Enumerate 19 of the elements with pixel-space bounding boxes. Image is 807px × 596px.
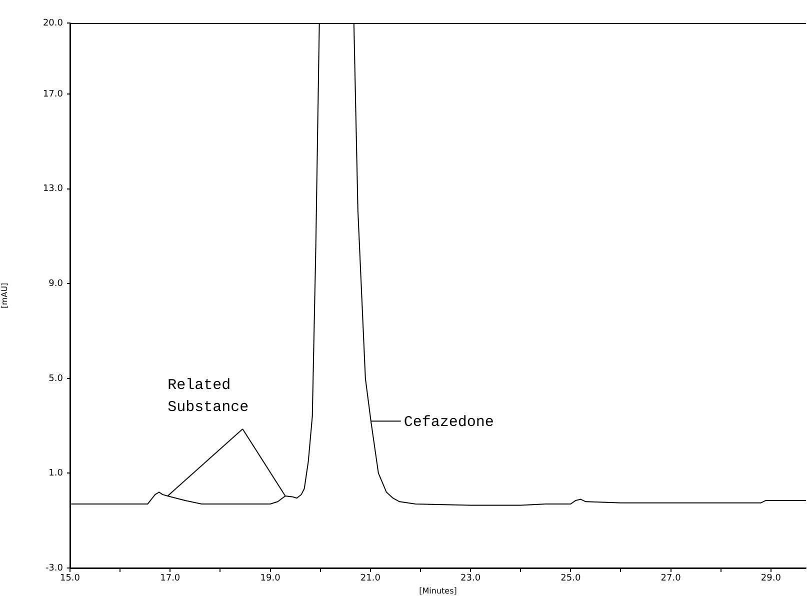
y-tick-label: 17.0	[42, 89, 64, 100]
y-tick-label: 20.0	[42, 18, 64, 28]
annotation: Related Substance	[168, 376, 249, 416]
x-tick-label: 29.0	[760, 574, 782, 584]
y-tick-label: 9.0	[48, 278, 64, 289]
y-tick-label: 13.0	[42, 184, 64, 194]
x-tick-label: 21.0	[360, 574, 381, 584]
annotation: Cefazedone	[404, 414, 494, 432]
x-tick-label: 23.0	[460, 574, 481, 584]
x-tick-label: 15.0	[60, 574, 80, 584]
x-tick-label: 27.0	[660, 574, 682, 584]
x-axis-title: [Minutes]	[419, 586, 457, 596]
y-tick-label: -3.0	[45, 563, 64, 574]
x-tick-label: 17.0	[160, 574, 180, 584]
y-axis-title: [mAU]	[0, 282, 9, 308]
y-tick-label: 5.0	[48, 374, 64, 384]
y-tick-label: 1.0	[48, 468, 64, 479]
x-tick-label: 19.0	[260, 574, 281, 584]
x-tick-label: 25.0	[560, 574, 581, 584]
